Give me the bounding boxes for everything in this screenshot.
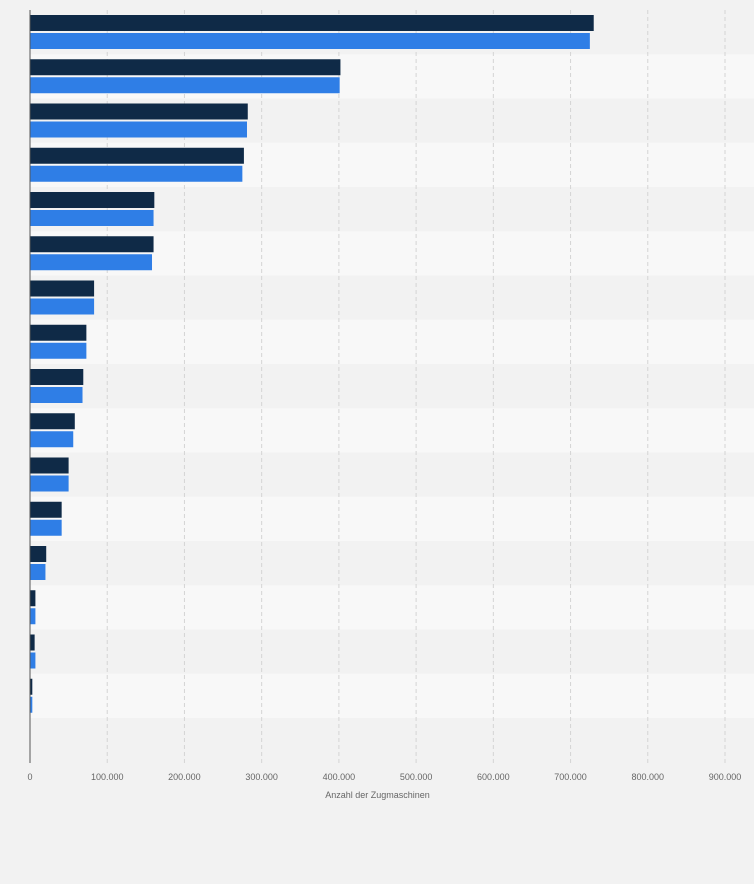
bar-series2-row2 (30, 77, 340, 94)
bar-series1-row12 (30, 501, 62, 518)
row-band (30, 364, 754, 409)
bar-series2-row4 (30, 165, 243, 182)
bar-series1-row6 (30, 236, 154, 253)
bar-series1-row3 (30, 103, 248, 120)
row-band (30, 408, 754, 453)
bar-series2-row10 (30, 431, 74, 448)
bar-series2-row3 (30, 121, 247, 138)
row-band (30, 275, 754, 320)
row-band (30, 319, 754, 364)
x-tick-label: 700.000 (554, 772, 587, 782)
x-tick-label: 0 (27, 772, 32, 782)
bar-series1-row10 (30, 413, 75, 430)
bar-series2-row15 (30, 652, 36, 669)
x-tick-label: 200.000 (168, 772, 201, 782)
x-axis-label: Anzahl der Zugmaschinen (325, 790, 430, 800)
row-band (30, 452, 754, 497)
bar-series2-row1 (30, 33, 590, 49)
bar-series1-row9 (30, 369, 84, 385)
x-tick-label: 800.000 (632, 772, 665, 782)
bar-series2-row5 (30, 210, 154, 226)
bar-series2-row16 (30, 696, 33, 713)
bar-series2-row7 (30, 298, 95, 315)
bar-series1-row8 (30, 324, 87, 341)
bar-series1-row7 (30, 280, 95, 297)
x-tick-label: 900.000 (709, 772, 742, 782)
row-band (30, 673, 754, 718)
row-band (30, 629, 754, 674)
bar-series2-row12 (30, 519, 62, 536)
bar-series1-row16 (30, 678, 33, 695)
row-band (30, 496, 754, 541)
x-tick-label: 600.000 (477, 772, 510, 782)
bar-series2-row9 (30, 387, 83, 403)
bar-series1-row1 (30, 15, 594, 31)
bar-series1-row5 (30, 192, 155, 208)
row-band (30, 541, 754, 586)
bar-series1-row4 (30, 147, 244, 164)
x-tick-label: 300.000 (245, 772, 278, 782)
x-tick-label: 100.000 (91, 772, 124, 782)
bar-series1-row14 (30, 590, 36, 607)
bar-series2-row8 (30, 342, 87, 359)
bar-series1-row15 (30, 634, 35, 651)
bar-series1-row2 (30, 59, 341, 76)
row-bands (30, 10, 754, 718)
bar-series1-row11 (30, 457, 69, 474)
x-axis-ticks: 0 100.000 200.000 300.000 400.000 500.000 600.… (27, 772, 741, 782)
bar-series2-row6 (30, 254, 153, 271)
x-tick-label: 500.000 (400, 772, 433, 782)
bar-series1-row13 (30, 546, 47, 562)
row-band (30, 585, 754, 630)
x-tick-label: 400.000 (323, 772, 356, 782)
bar-series2-row14 (30, 608, 36, 625)
bar-series2-row11 (30, 475, 69, 492)
bars (30, 15, 594, 713)
bar-series2-row13 (30, 564, 46, 580)
